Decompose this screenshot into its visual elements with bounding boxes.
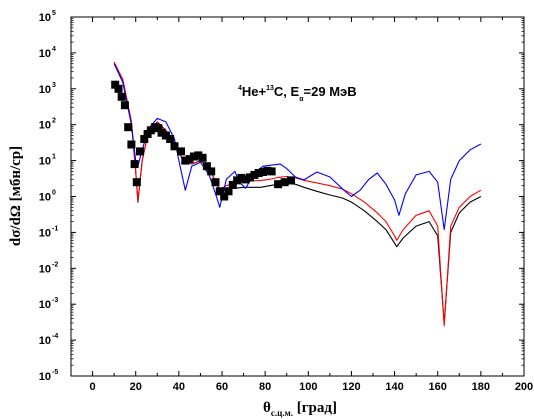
series-layer: [111, 61, 482, 327]
data-point: [215, 187, 224, 196]
data-point: [274, 180, 283, 189]
data-point: [259, 168, 267, 176]
data-point: [166, 135, 175, 143]
y-tick-label: 10: [39, 84, 51, 96]
data-point: [161, 131, 170, 140]
x-tick-label: 0: [90, 381, 96, 393]
y-tick-label: 10: [39, 335, 51, 347]
x-tick-label: 40: [173, 381, 185, 393]
x-tick-label: 200: [515, 381, 533, 393]
y-tick-exponent: -5: [52, 369, 58, 376]
x-tick-label: 120: [342, 381, 360, 393]
data-point: [267, 167, 276, 176]
y-tick-label: 10: [39, 12, 51, 24]
data-point: [132, 178, 141, 187]
y-tick-exponent: 0: [52, 190, 56, 197]
data-point: [146, 126, 155, 135]
data-point: [177, 147, 185, 156]
y-tick-exponent: 5: [52, 10, 56, 17]
y-tick-label: 10: [39, 371, 51, 383]
data-point: [120, 101, 129, 110]
y-tick-label: 10: [39, 299, 51, 311]
y-tick-exponent: 4: [52, 46, 56, 53]
y-axis-label: dσ/dΩ [мбн/ср]: [8, 146, 24, 246]
data-point: [263, 166, 272, 175]
y-tick-label: 10: [39, 263, 51, 275]
series-line-2: [113, 61, 482, 327]
data-point: [220, 192, 229, 201]
data-point: [154, 124, 163, 133]
data-point: [136, 147, 144, 156]
y-tick-label: 10: [39, 48, 51, 60]
data-point: [181, 156, 190, 165]
data-point: [140, 135, 149, 143]
data-point: [241, 175, 250, 184]
y-tick-label: 10: [39, 120, 51, 132]
data-point: [287, 176, 295, 185]
data-point: [117, 92, 126, 101]
series-line-1: [113, 61, 482, 324]
x-tick-label: 80: [259, 381, 271, 393]
data-point: [233, 176, 242, 185]
data-point: [198, 153, 207, 162]
data-point: [190, 152, 198, 161]
y-tick-label: 10: [39, 192, 51, 204]
x-tick-label: 100: [299, 381, 317, 393]
data-point: [114, 84, 123, 93]
x-tick-label: 60: [216, 381, 228, 393]
data-point: [157, 128, 166, 137]
data-point: [185, 155, 194, 164]
data-point: [207, 167, 216, 176]
y-tick-label: 10: [39, 227, 51, 239]
chart-annotation: 4He+13C, Eα=29 МэВ: [238, 84, 357, 103]
x-tick-label: 160: [429, 381, 447, 393]
data-point: [170, 142, 179, 151]
data-point: [246, 173, 254, 182]
x-axis-label: θс.ц.м. [град]: [263, 400, 337, 418]
data-point: [127, 140, 136, 149]
y-tick-exponent: 3: [52, 82, 56, 89]
y-tick-label: 10: [39, 156, 51, 168]
data-point: [228, 180, 237, 189]
data-point: [280, 178, 289, 187]
y-tick-exponent: -1: [52, 225, 58, 232]
series-line-3: [113, 63, 482, 231]
data-point: [211, 178, 220, 187]
x-tick-label: 140: [385, 381, 403, 393]
data-point: [194, 151, 203, 160]
data-point: [237, 173, 246, 182]
data-point: [224, 187, 233, 196]
data-point: [124, 123, 133, 132]
data-point: [202, 162, 211, 171]
y-tick-exponent: 1: [52, 154, 56, 161]
y-tick-exponent: -2: [52, 261, 58, 268]
data-point: [254, 169, 263, 177]
y-tick-exponent: 2: [52, 118, 56, 125]
y-tick-exponent: -4: [52, 333, 58, 340]
data-point: [111, 80, 120, 89]
y-tick-exponent: -3: [52, 297, 58, 304]
data-point: [250, 170, 259, 179]
x-tick-label: 180: [472, 381, 490, 393]
data-point: [130, 160, 139, 169]
x-tick-label: 20: [130, 381, 142, 393]
